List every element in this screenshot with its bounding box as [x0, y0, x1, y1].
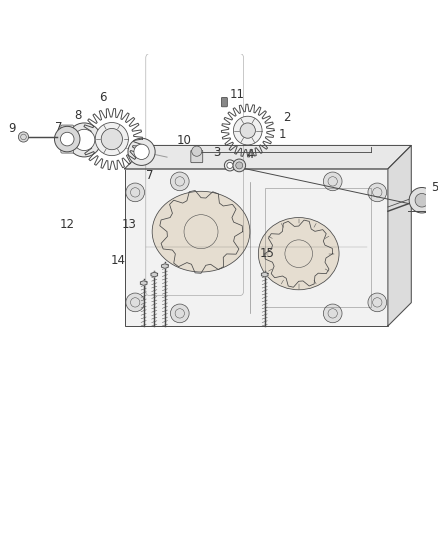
- Circle shape: [192, 146, 202, 156]
- Text: 15: 15: [259, 247, 274, 260]
- Text: 7: 7: [55, 120, 63, 134]
- Polygon shape: [261, 272, 268, 277]
- Circle shape: [134, 144, 149, 159]
- Circle shape: [323, 172, 342, 191]
- Circle shape: [101, 128, 123, 150]
- Text: 5: 5: [431, 181, 438, 194]
- Circle shape: [409, 188, 434, 213]
- Circle shape: [227, 163, 233, 168]
- Circle shape: [170, 172, 189, 191]
- Circle shape: [126, 183, 145, 201]
- Circle shape: [233, 116, 262, 145]
- Ellipse shape: [152, 191, 250, 272]
- FancyBboxPatch shape: [221, 98, 227, 107]
- Circle shape: [74, 130, 95, 150]
- Text: 8: 8: [74, 109, 81, 122]
- Ellipse shape: [258, 217, 339, 290]
- Polygon shape: [151, 272, 158, 277]
- Polygon shape: [388, 146, 411, 326]
- Circle shape: [95, 123, 128, 156]
- Circle shape: [240, 123, 255, 138]
- Circle shape: [233, 159, 246, 172]
- Text: 12: 12: [60, 217, 75, 231]
- Text: 3: 3: [213, 146, 221, 159]
- Circle shape: [170, 304, 189, 323]
- Polygon shape: [124, 146, 411, 169]
- Text: 11: 11: [230, 87, 244, 101]
- Text: 4: 4: [246, 148, 254, 161]
- Text: 2: 2: [283, 111, 290, 124]
- Polygon shape: [140, 281, 147, 285]
- Circle shape: [18, 132, 28, 142]
- Circle shape: [126, 293, 145, 312]
- Text: 6: 6: [99, 91, 107, 104]
- Text: 13: 13: [121, 217, 136, 231]
- Text: 7: 7: [146, 168, 154, 182]
- Circle shape: [368, 293, 387, 312]
- Circle shape: [224, 160, 235, 171]
- Text: 9: 9: [8, 122, 16, 135]
- Circle shape: [67, 123, 101, 157]
- Polygon shape: [124, 169, 388, 326]
- Circle shape: [368, 183, 387, 201]
- Circle shape: [415, 193, 429, 207]
- Circle shape: [236, 162, 243, 169]
- FancyBboxPatch shape: [61, 125, 74, 153]
- Text: 14: 14: [111, 254, 126, 266]
- FancyBboxPatch shape: [191, 150, 203, 163]
- Text: 1: 1: [279, 128, 286, 141]
- Circle shape: [54, 126, 80, 152]
- Circle shape: [128, 138, 155, 165]
- Circle shape: [323, 304, 342, 323]
- Polygon shape: [162, 264, 168, 269]
- Text: 10: 10: [177, 134, 191, 147]
- Circle shape: [60, 132, 74, 146]
